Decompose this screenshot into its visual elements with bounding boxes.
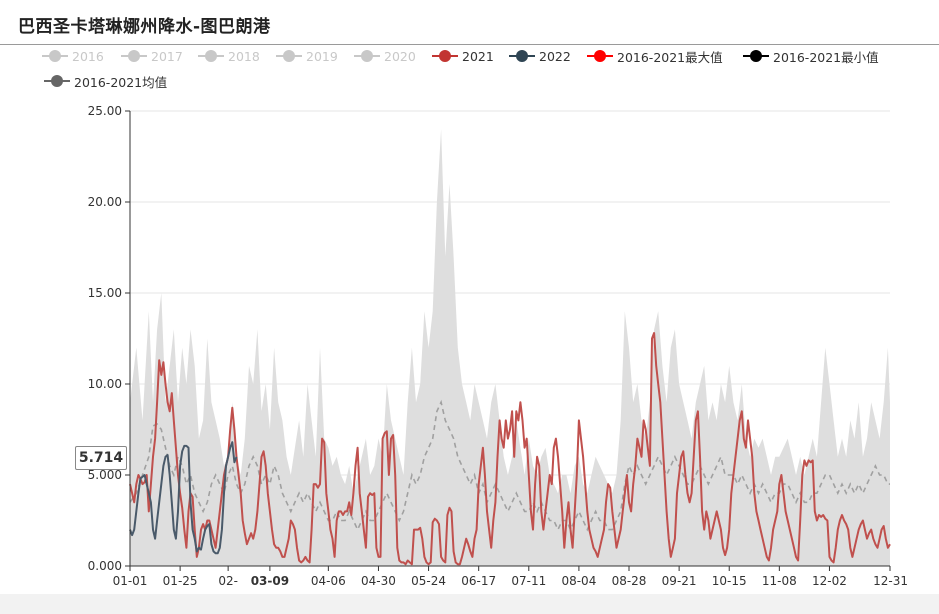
y-tick-label: 0.000: [88, 559, 122, 573]
y-tick-label: 5.000: [88, 468, 122, 482]
legend-item-mean[interactable]: 2016-2021均值: [44, 72, 167, 90]
legend-marker-icon: [743, 50, 769, 62]
series-2021-line: [129, 332, 891, 566]
legend-item-2016[interactable]: 2016: [42, 47, 104, 65]
x-tick-label: 09-21: [662, 574, 697, 588]
legend-item-2019[interactable]: 2019: [276, 47, 338, 65]
x-tick-label: 06-17: [461, 574, 496, 588]
x-tick-label: 08-28: [612, 574, 647, 588]
x-tick-label: 01-25: [163, 574, 198, 588]
x-tick-label: 04-06: [311, 574, 346, 588]
gridlines: [130, 110, 890, 476]
legend-item-2020[interactable]: 2020: [354, 47, 416, 65]
x-tick-label: 12-02: [812, 574, 847, 588]
x-tick-label: 05-24: [411, 574, 446, 588]
y-tick-label: 25.00: [88, 104, 122, 118]
legend-label: 2021: [462, 48, 494, 64]
legend-marker-icon: [354, 50, 380, 62]
legend-label: 2020: [384, 48, 416, 64]
legend-item-2017[interactable]: 2017: [121, 47, 183, 65]
legend-marker-icon: [276, 50, 302, 62]
legend-item-min[interactable]: 2016-2021最小值: [743, 47, 879, 65]
legend-label: 2016: [72, 48, 104, 64]
legend-marker-icon: [42, 50, 68, 62]
chart-title: 巴西圣卡塔琳娜州降水-图巴朗港: [18, 17, 271, 37]
x-tick-label: 08-04: [561, 574, 596, 588]
legend-label: 2016-2021最小值: [773, 49, 879, 65]
legend-marker-icon: [198, 50, 224, 62]
x-tick-label: 02-: [218, 574, 238, 588]
legend: 2016 2017 2018 2019 2020 2021 2022 2016-…: [0, 0, 939, 100]
legend-label: 2016-2021最大值: [617, 49, 723, 65]
legend-marker-icon: [587, 50, 613, 62]
legend-label: 2016-2021均值: [74, 74, 168, 90]
y-tick-label: 15.00: [88, 286, 122, 300]
legend-label: 2018: [228, 48, 260, 64]
max-min-band: [130, 129, 890, 566]
x-tick-label: 07-11: [511, 574, 546, 588]
y-tick-label: 20.00: [88, 195, 122, 209]
legend-marker-icon: [121, 50, 147, 62]
mean-line: [129, 399, 890, 532]
y-tick-label: 10.00: [88, 377, 122, 391]
legend-item-2022[interactable]: 2022: [509, 47, 571, 65]
x-tick-label: 01-01: [113, 574, 148, 588]
legend-label: 2017: [151, 48, 183, 64]
x-tick-label: 04-30: [361, 574, 396, 588]
x-tick-label: 03-09: [251, 574, 289, 588]
legend-item-2018[interactable]: 2018: [198, 47, 260, 65]
x-tick-label: 12-31: [873, 574, 908, 588]
legend-label: 2022: [539, 48, 571, 64]
legend-item-2021[interactable]: 2021: [432, 47, 494, 65]
axes: 0.000 5.000 10.00 15.00 20.00 25.00 01-01 01-25…: [88, 104, 908, 588]
series-2022-line: [129, 441, 238, 555]
x-tick-label: 10-15: [712, 574, 747, 588]
legend-item-max[interactable]: 2016-2021最大值: [587, 47, 723, 65]
hover-value-callout: 5.714: [75, 446, 127, 470]
legend-marker-icon: [509, 50, 535, 62]
title-bar: 巴西圣卡塔琳娜州降水-图巴朗港: [0, 0, 939, 45]
legend-label: 2019: [306, 48, 338, 64]
legend-marker-icon: [432, 50, 458, 62]
x-tick-label: 11-08: [762, 574, 797, 588]
legend-marker-icon: [44, 75, 70, 87]
